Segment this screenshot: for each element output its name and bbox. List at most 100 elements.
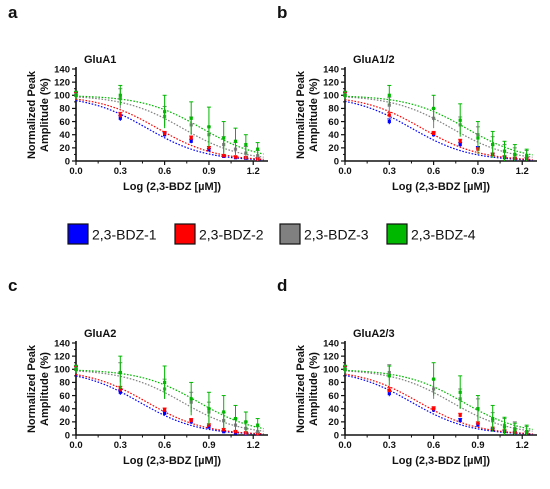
fit-curve-2,3-BDZ-1 xyxy=(344,374,533,435)
y-tick-label: 100 xyxy=(54,365,70,376)
y-tick-label: 120 xyxy=(54,77,70,88)
data-point xyxy=(222,430,226,434)
x-tick-label: 0.6 xyxy=(427,166,440,177)
data-point xyxy=(513,428,517,432)
data-point xyxy=(207,148,211,152)
x-tick-label: 1.2 xyxy=(516,166,529,177)
y-tick-label: 60 xyxy=(59,117,70,128)
panel-title: GluA1/2 xyxy=(353,54,395,66)
data-point xyxy=(458,390,462,394)
data-point xyxy=(74,367,78,371)
y-tick-label: 120 xyxy=(323,351,339,362)
data-point xyxy=(207,146,211,150)
fit-curve-2,3-BDZ-2 xyxy=(344,373,533,435)
x-tick-label: 0.6 xyxy=(427,440,440,451)
data-point xyxy=(387,388,391,392)
x-axis-label: Log (2,3-BDZ [µM]) xyxy=(392,181,490,193)
data-point xyxy=(163,380,167,385)
legend-swatch xyxy=(174,223,196,245)
y-axis-label-line: Normalized Peak xyxy=(295,344,307,433)
data-point xyxy=(476,421,480,425)
y-tick-label: 80 xyxy=(59,104,70,115)
panel-letter: a xyxy=(8,3,18,22)
data-point xyxy=(163,131,167,135)
x-tick-label: 0.9 xyxy=(202,166,215,177)
y-tick-label: 100 xyxy=(323,91,339,102)
data-point xyxy=(476,423,480,427)
data-point xyxy=(432,377,436,381)
data-point xyxy=(432,407,436,411)
fit-curve-2,3-BDZ-1 xyxy=(75,375,264,435)
y-tick-label: 80 xyxy=(328,104,339,115)
x-tick-label: 0.0 xyxy=(69,440,82,451)
data-point xyxy=(491,142,495,147)
y-tick-label: 60 xyxy=(328,391,339,402)
panel-title: GluA1 xyxy=(84,54,116,66)
data-point xyxy=(458,118,462,122)
fit-curve-2,3-BDZ-3 xyxy=(75,370,264,432)
data-point xyxy=(222,136,226,140)
legend-label: 2,3-BDZ-2 xyxy=(199,227,264,243)
data-point xyxy=(458,413,462,417)
data-point xyxy=(207,125,211,129)
data-point xyxy=(343,93,347,97)
panel-b: b GluA1/2 0 20 40 60 80 100 120 140 0.0 0.3 0.6 0.9 1.… xyxy=(277,3,537,193)
x-tick-label: 0.0 xyxy=(69,166,82,177)
y-tick-label: 120 xyxy=(323,77,339,88)
legend-swatch xyxy=(386,223,408,245)
data-point xyxy=(387,392,391,396)
legend-item-3: 2,3-BDZ-3 xyxy=(279,223,369,245)
y-tick-label: 40 xyxy=(59,130,70,141)
legend-item-2: 2,3-BDZ-2 xyxy=(174,223,264,245)
y-tick-label: 100 xyxy=(323,365,339,376)
y-axis-label-line: Normalized Peak xyxy=(295,70,307,159)
y-axis-label-line: Normalized Peak xyxy=(26,344,38,433)
data-point xyxy=(387,113,391,117)
x-tick-label: 1.2 xyxy=(247,166,260,177)
data-point xyxy=(256,423,260,427)
y-tick-label: 60 xyxy=(328,117,339,128)
data-point xyxy=(233,416,238,421)
legend-swatch xyxy=(67,223,89,245)
data-point xyxy=(233,155,238,159)
data-point xyxy=(222,410,226,414)
legend-label: 2,3-BDZ-1 xyxy=(92,227,157,243)
data-point xyxy=(74,93,78,97)
legend-swatch xyxy=(279,223,301,245)
fit-curve-2,3-BDZ-2 xyxy=(344,99,533,161)
data-point xyxy=(118,390,122,394)
y-tick-label: 80 xyxy=(59,378,70,389)
data-point xyxy=(343,367,347,371)
y-tick-label: 0 xyxy=(65,430,70,441)
data-point xyxy=(189,139,193,143)
data-point xyxy=(163,110,167,114)
data-point xyxy=(387,119,391,124)
data-point xyxy=(244,142,248,147)
fit-curve-2,3-BDZ-4 xyxy=(344,95,533,156)
x-tick-label: 1.2 xyxy=(247,440,260,451)
data-point xyxy=(118,113,122,117)
fit-curve-2,3-BDZ-3 xyxy=(344,96,533,158)
y-tick-label: 40 xyxy=(328,404,339,415)
panel-letter: c xyxy=(8,276,17,295)
y-axis-label: Normalized PeakAmplitude (%) xyxy=(295,344,320,433)
legend-label: 2,3-BDZ-4 xyxy=(411,227,476,243)
data-point xyxy=(525,430,529,434)
y-axis-label-line: Amplitude (%) xyxy=(308,352,320,426)
fit-curve-2,3-BDZ-3 xyxy=(75,96,264,158)
y-tick-label: 140 xyxy=(54,64,70,75)
data-point xyxy=(432,131,436,135)
y-tick-label: 80 xyxy=(328,378,339,389)
fit-curve-2,3-BDZ-1 xyxy=(344,100,533,161)
fit-curve-2,3-BDZ-4 xyxy=(344,369,533,431)
x-tick-label: 0.9 xyxy=(202,440,215,451)
y-axis-label-line: Amplitude (%) xyxy=(39,78,51,152)
panel-letter: b xyxy=(277,3,287,22)
x-tick-label: 0.6 xyxy=(158,440,171,451)
data-point xyxy=(189,418,193,423)
x-tick-label: 1.2 xyxy=(516,440,529,451)
data-point xyxy=(387,374,391,378)
data-point xyxy=(525,154,529,158)
panel-letter: d xyxy=(277,276,287,295)
